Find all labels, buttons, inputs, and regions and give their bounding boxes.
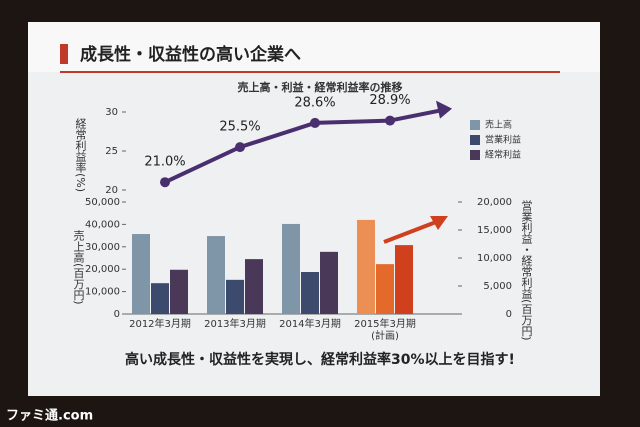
y-tick-label: 20,000 [85, 264, 120, 275]
bar [357, 219, 375, 314]
y-axis-title: 売上高(百万円) [72, 230, 85, 305]
point [310, 117, 320, 128]
line [164, 118, 391, 185]
bar [320, 251, 338, 314]
data-label: 21.0% [144, 155, 185, 170]
x-tick-label: 2013年3月期 [204, 319, 266, 330]
data-label: 25.5% [219, 120, 260, 135]
bar [226, 279, 244, 314]
legend-swatch [470, 150, 480, 160]
bar [395, 245, 413, 314]
legend-label: 売上高 [485, 119, 512, 131]
y2-tick-label: 20,000 [477, 197, 512, 208]
point [385, 115, 395, 126]
y-tick-label: 10,000 [85, 287, 120, 298]
data-label: 28.9% [369, 93, 410, 108]
bar [132, 234, 150, 314]
data-label: 28.6% [294, 95, 335, 110]
y-tick-label: 20 [105, 185, 118, 196]
slide [28, 22, 600, 396]
x-tick-label: 2012年3月期 [129, 319, 191, 330]
trend-arrow [389, 108, 441, 123]
point [160, 177, 170, 188]
bar [301, 272, 319, 314]
y-tick-label: 30,000 [85, 242, 120, 253]
goal-arrow-head [430, 216, 448, 230]
goal-arrow [383, 220, 437, 244]
y-tick-label: 50,000 [85, 197, 120, 208]
y-tick-label: 25 [105, 146, 118, 157]
y-tick-label: 40,000 [85, 219, 120, 230]
y-tick-label: 0 [114, 309, 120, 320]
x-tick-label: 2014年3月期 [279, 319, 341, 330]
bar [376, 264, 394, 314]
legend-label: 経常利益 [485, 149, 521, 161]
y-tick-label: 30 [105, 107, 118, 118]
x-tick-label: 2015年3月期 (計画) [354, 319, 416, 342]
bar [245, 259, 263, 314]
slide-title: 成長性・収益性の高い企業へ [80, 44, 301, 65]
y2-tick-label: 5,000 [483, 281, 512, 292]
chart-title: 売上高・利益・経常利益率の推移 [238, 80, 403, 94]
title-band [28, 22, 600, 72]
legend-label: 営業利益 [485, 134, 521, 146]
watermark: ファミ通.com [6, 408, 93, 424]
bar [151, 283, 169, 314]
y2-axis-title: 営業利益・経常利益(百万円) [520, 200, 533, 341]
bar [282, 223, 300, 314]
bar [207, 236, 225, 314]
point [235, 142, 245, 153]
bar [170, 269, 188, 314]
legend-swatch [470, 120, 480, 130]
y2-tick-label: 10,000 [477, 253, 512, 264]
footer: 高い成長性・収益性を実現し、経常利益率30%以上を目指す! [125, 351, 515, 368]
legend-swatch [470, 135, 480, 145]
y-axis-title: 経常利益率(%) [74, 118, 87, 193]
arrow-head [436, 100, 452, 119]
y2-tick-label: 0 [506, 309, 512, 320]
title-marker [60, 44, 68, 64]
y2-tick-label: 15,000 [477, 225, 512, 236]
